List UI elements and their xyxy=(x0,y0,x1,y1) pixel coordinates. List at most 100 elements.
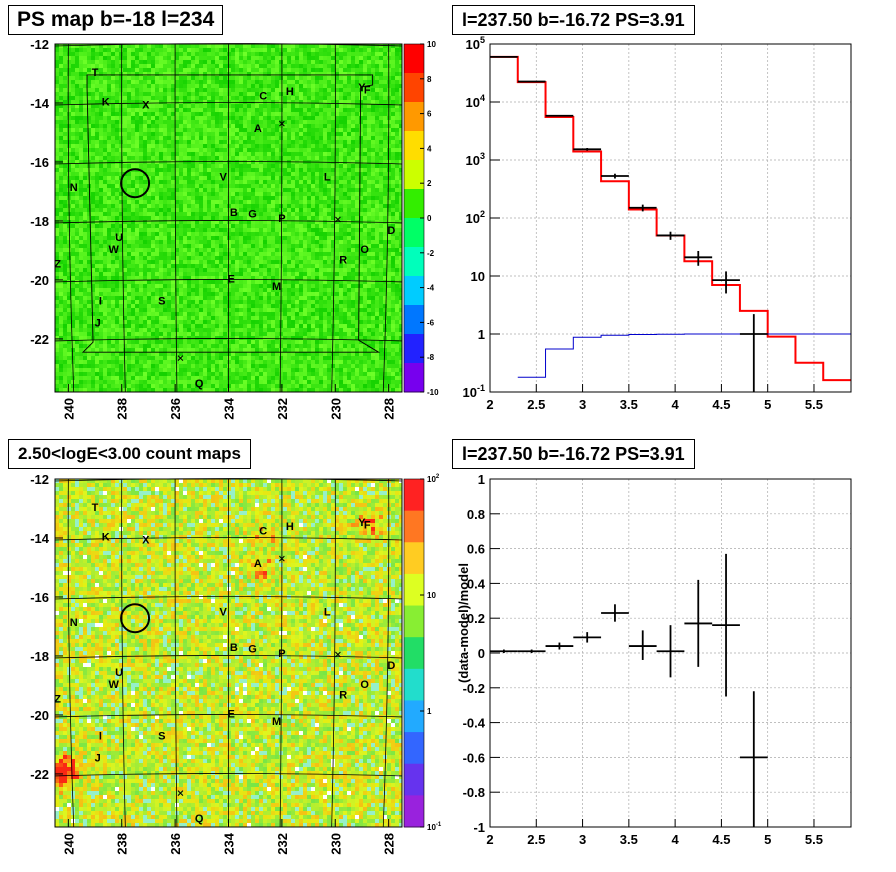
map-pixel xyxy=(211,168,215,172)
map-pixel xyxy=(103,256,107,260)
map-pixel xyxy=(351,168,355,172)
map-pixel xyxy=(79,92,83,96)
map-pixel xyxy=(99,156,103,160)
map-pixel xyxy=(111,152,115,156)
map-pixel xyxy=(303,196,307,200)
map-pixel xyxy=(163,240,167,244)
map-pixel xyxy=(99,148,103,152)
map-pixel xyxy=(399,72,402,76)
map-pixel xyxy=(107,92,111,96)
map-pixel xyxy=(187,112,191,116)
map-pixel xyxy=(135,124,139,128)
map-pixel xyxy=(171,80,175,84)
map-pixel xyxy=(163,268,167,272)
map-pixel xyxy=(199,128,203,132)
map-pixel xyxy=(179,112,183,116)
map-pixel xyxy=(219,192,223,196)
map-pixel xyxy=(207,144,211,148)
map-pixel xyxy=(107,248,111,252)
map-pixel xyxy=(235,84,239,88)
map-pixel xyxy=(59,80,63,84)
map-pixel xyxy=(295,212,299,216)
map-pixel xyxy=(323,260,327,264)
map-pixel xyxy=(167,132,171,136)
map-pixel xyxy=(75,180,79,184)
map-pixel xyxy=(267,168,271,172)
map-pixel xyxy=(219,156,223,160)
map-pixel xyxy=(391,188,395,192)
map-pixel xyxy=(363,264,367,268)
map-pixel xyxy=(335,200,339,204)
map-pixel xyxy=(311,244,315,248)
map-pixel xyxy=(279,164,283,168)
map-pixel xyxy=(159,264,163,268)
map-pixel xyxy=(231,128,235,132)
map-pixel xyxy=(391,200,395,204)
map-pixel xyxy=(71,148,75,152)
map-pixel xyxy=(63,124,67,128)
map-pixel xyxy=(219,180,223,184)
map-pixel xyxy=(247,240,251,244)
map-pixel xyxy=(319,120,323,124)
map-pixel xyxy=(323,184,327,188)
map-pixel xyxy=(355,104,359,108)
map-pixel xyxy=(147,212,151,216)
map-pixel xyxy=(179,184,183,188)
map-pixel xyxy=(255,56,259,60)
map-pixel xyxy=(67,232,71,236)
map-pixel xyxy=(255,148,259,152)
map-pixel xyxy=(359,112,363,116)
map-pixel xyxy=(143,212,147,216)
map-pixel xyxy=(87,124,91,128)
map-pixel xyxy=(371,232,375,236)
map-pixel xyxy=(267,80,271,84)
map-pixel xyxy=(295,252,299,256)
map-pixel xyxy=(323,240,327,244)
map-pixel xyxy=(299,116,303,120)
map-pixel xyxy=(383,128,387,132)
map-pixel xyxy=(199,72,203,76)
map-pixel xyxy=(339,232,343,236)
map-pixel xyxy=(379,144,383,148)
map-pixel xyxy=(187,208,191,212)
map-pixel xyxy=(367,244,371,248)
map-pixel xyxy=(391,264,395,268)
map-pixel xyxy=(171,108,175,112)
map-pixel xyxy=(271,108,275,112)
map-pixel xyxy=(395,120,399,124)
map-pixel xyxy=(355,56,359,60)
map-pixel xyxy=(279,112,283,116)
map-pixel xyxy=(251,144,255,148)
map-pixel xyxy=(59,72,63,76)
map-pixel xyxy=(199,172,203,176)
map-pixel xyxy=(115,64,119,68)
map-pixel xyxy=(119,64,123,68)
map-pixel xyxy=(215,104,219,108)
map-pixel xyxy=(367,60,371,64)
map-pixel xyxy=(75,68,79,72)
map-pixel xyxy=(307,204,311,208)
map-pixel xyxy=(263,44,267,48)
map-pixel xyxy=(371,96,375,100)
map-pixel xyxy=(95,256,99,260)
map-pixel xyxy=(151,132,155,136)
map-pixel xyxy=(379,192,383,196)
map-pixel xyxy=(247,260,251,264)
map-pixel xyxy=(107,164,111,168)
map-pixel xyxy=(383,80,387,84)
map-pixel xyxy=(71,236,75,240)
map-pixel xyxy=(235,44,239,48)
map-pixel xyxy=(315,80,319,84)
map-pixel xyxy=(179,156,183,160)
map-pixel xyxy=(267,240,271,244)
map-pixel xyxy=(143,236,147,240)
map-pixel xyxy=(179,64,183,68)
map-pixel xyxy=(227,100,231,104)
map-pixel xyxy=(223,104,227,108)
map-pixel xyxy=(147,72,151,76)
map-pixel xyxy=(255,92,259,96)
map-pixel xyxy=(59,256,63,260)
map-pixel xyxy=(83,164,87,168)
map-pixel xyxy=(159,248,163,252)
map-pixel xyxy=(355,128,359,132)
